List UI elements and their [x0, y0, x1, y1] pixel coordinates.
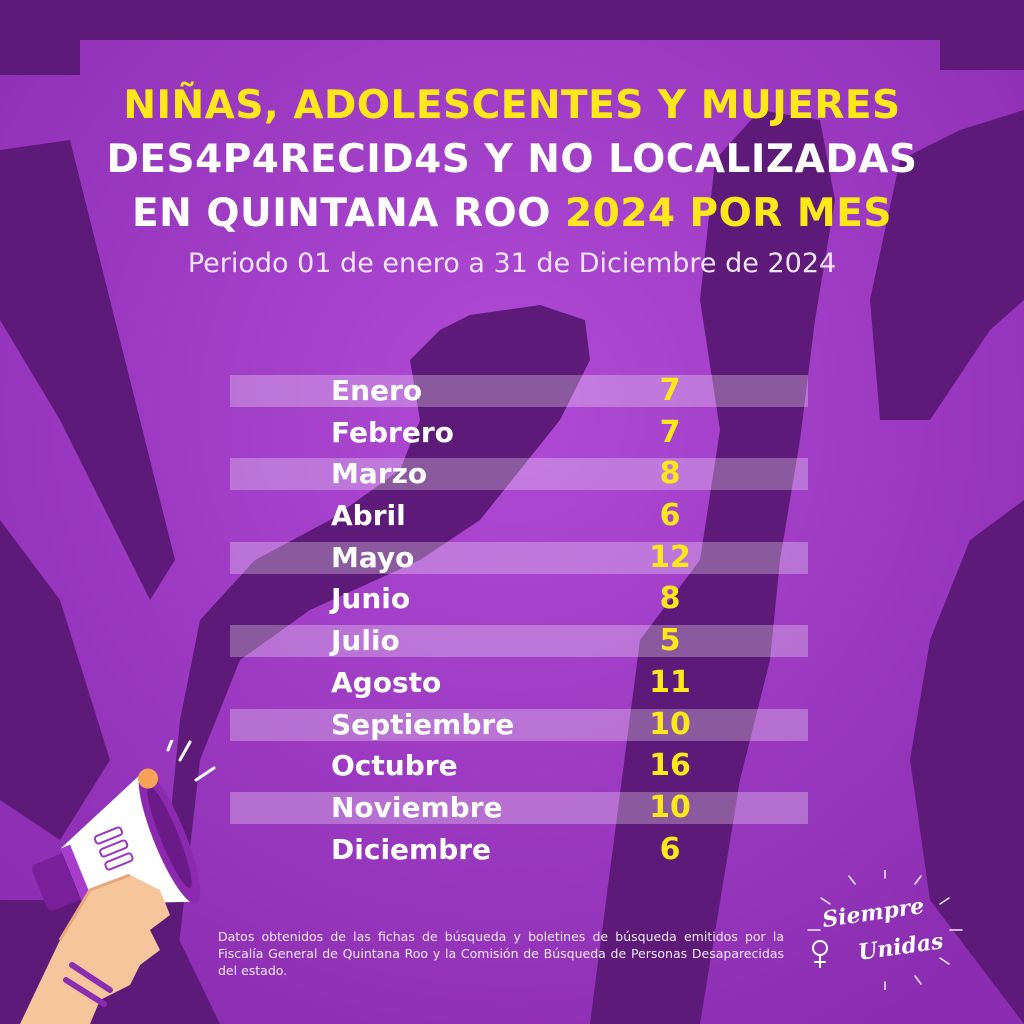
month-count: 16 — [649, 748, 691, 784]
month-label: Febrero — [331, 415, 454, 449]
month-count: 12 — [649, 539, 691, 575]
subtitle: Periodo 01 de enero a 31 de Diciembre de… — [187, 248, 837, 279]
month-count: 7 — [659, 373, 681, 408]
table-row: Septiembre 10 — [230, 704, 808, 746]
month-count: 11 — [649, 664, 691, 700]
table-row: Julio 5 — [230, 620, 808, 662]
title-line-2: DES4P4RECID4S Y NO LOCALIZADAS — [106, 137, 918, 182]
month-label: Julio — [331, 624, 400, 658]
table-row: Mayo 12 — [230, 537, 808, 579]
month-count: 8 — [659, 581, 681, 617]
table-row: Marzo 8 — [230, 453, 808, 495]
month-label: Marzo — [331, 457, 428, 491]
month-count: 5 — [659, 623, 681, 659]
monthly-table: Enero 7 Febrero 7 Marzo 8 Abril 6 Mayo 12 Junio 8 Ju… — [230, 370, 808, 870]
table-row: Abril 6 — [230, 495, 808, 537]
month-count: 6 — [659, 831, 681, 867]
month-label: Mayo — [331, 540, 415, 574]
month-count: 8 — [659, 456, 681, 492]
siempre-unidas-logo: Siempre Unidas — [800, 870, 970, 990]
table-row: Octubre 16 — [230, 745, 808, 787]
title-line-3: EN QUINTANA ROO 2024 POR MES — [0, 188, 1024, 240]
month-label: Noviembre — [331, 790, 503, 824]
month-count: 10 — [649, 789, 691, 825]
table-row: Diciembre 6 — [230, 829, 808, 871]
table-row: Noviembre 10 — [230, 787, 808, 829]
title-line-1: NIÑAS, ADOLESCENTES Y MUJERES — [123, 83, 901, 128]
month-label: Abril — [331, 499, 406, 533]
month-label: Diciembre — [331, 832, 492, 866]
table-row: Febrero 7 — [230, 412, 808, 454]
title-line-3-highlight: 2024 POR MES — [564, 191, 892, 236]
month-label: Junio — [331, 582, 411, 616]
logo-burst-icon — [807, 870, 963, 990]
month-label: Octubre — [331, 749, 458, 783]
megaphone-hand-icon — [20, 740, 216, 1024]
title-line-3-prefix: EN QUINTANA ROO — [132, 191, 565, 236]
footnote: Datos obtenidos de las fichas de búsqued… — [218, 929, 784, 978]
table-row: Enero 7 — [230, 370, 808, 412]
table-row: Junio 8 — [230, 578, 808, 620]
month-count: 10 — [649, 706, 691, 742]
month-count: 6 — [659, 498, 681, 534]
month-label: Agosto — [331, 665, 442, 699]
month-count: 7 — [659, 414, 681, 450]
month-label: Septiembre — [331, 707, 515, 741]
month-label: Enero — [331, 374, 423, 407]
table-row: Agosto 11 — [230, 662, 808, 704]
